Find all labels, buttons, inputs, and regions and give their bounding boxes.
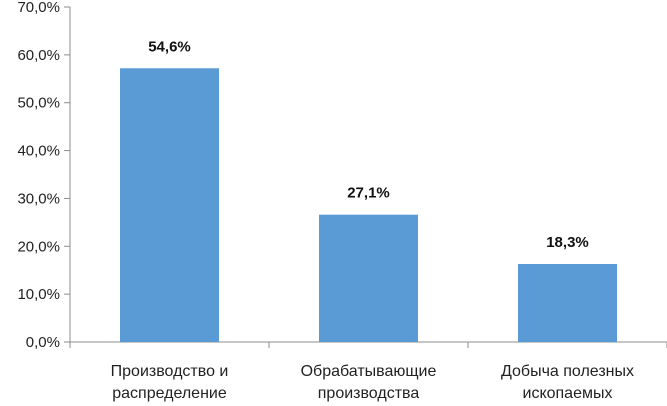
y-axis: 0,0% 10,0% 20,0% 30,0% 40,0% 50,0% 60,0% 70,0% (17, 0, 71, 351)
data-label: 18,3% (546, 234, 589, 251)
y-tick-label: 40,0% (17, 143, 60, 160)
category-label: Добыча полезных (501, 363, 634, 380)
y-tick-label: 0,0% (26, 334, 60, 351)
bars-group (120, 68, 617, 342)
data-label: 54,6% (148, 38, 191, 55)
y-tick-label: 60,0% (17, 47, 60, 64)
category-label: Обрабатывающие (301, 363, 437, 380)
y-tick-label: 30,0% (17, 190, 60, 207)
bar (120, 68, 219, 342)
x-axis (69, 341, 667, 348)
y-tick-label: 70,0% (17, 0, 60, 16)
category-label: Производство и (111, 363, 229, 380)
category-label: ископаемых (523, 385, 613, 402)
category-label: распределение (112, 385, 227, 402)
bar (319, 214, 418, 342)
y-tick-label: 20,0% (17, 238, 60, 255)
y-tick-label: 10,0% (17, 286, 60, 303)
labels-group: 54,6% Производство и распределение 27,1% Обр… (111, 38, 634, 402)
bar (518, 263, 617, 342)
category-label: производства (318, 385, 420, 402)
data-label: 27,1% (347, 185, 390, 202)
y-tick-label: 50,0% (17, 95, 60, 112)
